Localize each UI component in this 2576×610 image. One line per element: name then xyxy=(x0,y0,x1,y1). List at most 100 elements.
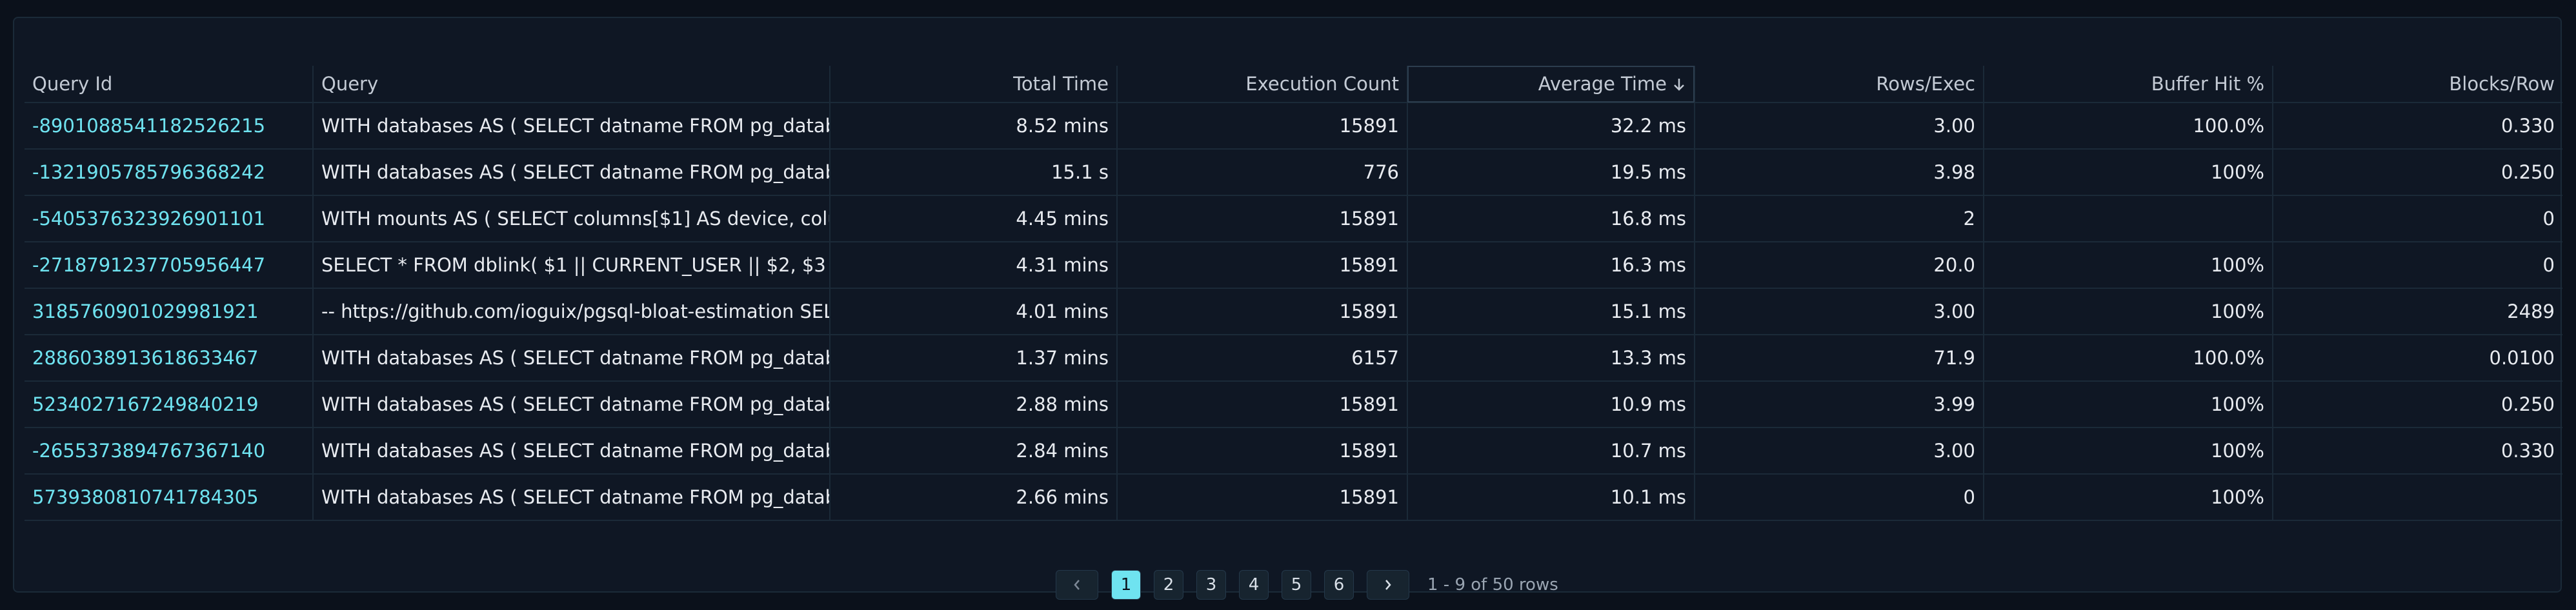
table-cell: 10.1 ms xyxy=(1407,474,1695,521)
table-cell: 32.2 ms xyxy=(1407,103,1695,150)
table-cell: 15891 xyxy=(1117,428,1408,475)
header-text: Query Id xyxy=(32,73,113,95)
table-cell: 2.84 mins xyxy=(830,428,1118,475)
table-cell: 100.0% xyxy=(1984,103,2273,150)
table-row[interactable]: 5234027167249840219 WITH databases AS ( S… xyxy=(25,381,2562,428)
table-cell: 1.37 mins xyxy=(830,335,1118,382)
table-cell[interactable]: -5405376323926901101 xyxy=(25,195,314,242)
table-cell: 15891 xyxy=(1117,381,1408,428)
table-cell: WITH databases AS ( SELECT datname FROM … xyxy=(313,474,830,521)
column-header[interactable]: Buffer Hit % xyxy=(1984,66,2273,103)
page-button[interactable]: 4 xyxy=(1239,570,1269,600)
header-text: Query xyxy=(321,73,379,95)
table-cell[interactable]: 3185760901029981921 xyxy=(25,288,314,335)
table-row[interactable]: -1321905785796368242 WITH databases AS ( … xyxy=(25,149,2562,196)
page-button[interactable]: 5 xyxy=(1282,570,1311,600)
column-header[interactable]: Total Time xyxy=(830,66,1118,103)
table-row[interactable]: -2655373894767367140 WITH databases AS ( … xyxy=(25,428,2562,475)
table-cell: WITH databases AS ( SELECT datname FROM … xyxy=(313,149,830,196)
column-header[interactable]: Average Time xyxy=(1407,66,1695,103)
table-cell: 19.5 ms xyxy=(1407,149,1695,196)
prev-page[interactable] xyxy=(1056,570,1098,600)
table-cell: -- https://github.com/ioguix/pgsql-bloat… xyxy=(313,288,830,335)
table-cell: 2489 xyxy=(2273,288,2562,335)
table-cell: 0.0100 xyxy=(2273,335,2562,382)
table-cell: 100% xyxy=(1984,242,2273,289)
table-cell: 4.31 mins xyxy=(830,242,1118,289)
table-cell: 100% xyxy=(1984,288,2273,335)
table-cell: 2.66 mins xyxy=(830,474,1118,521)
table-cell xyxy=(2273,474,2562,521)
table-cell: SELECT * FROM dblink( $1 || CURRENT_USER… xyxy=(313,242,830,289)
table-cell: 8.52 mins xyxy=(830,103,1118,150)
header-text: Blocks/Row xyxy=(2449,73,2555,95)
table-cell[interactable]: 5739380810741784305 xyxy=(25,474,314,521)
table-cell: 16.8 ms xyxy=(1407,195,1695,242)
table-cell[interactable]: 5234027167249840219 xyxy=(25,381,314,428)
table-body: -8901088541182526215 WITH databases AS ( … xyxy=(25,103,2562,521)
table-cell: 15891 xyxy=(1117,195,1408,242)
table-cell: 71.9 xyxy=(1695,335,1984,382)
table-cell: 2 xyxy=(1695,195,1984,242)
page-button[interactable]: 1 xyxy=(1111,570,1141,600)
table-cell: 0.330 xyxy=(2273,428,2562,475)
header-text: Buffer Hit % xyxy=(2151,73,2264,95)
table-cell: 6157 xyxy=(1117,335,1408,382)
table-cell: 3.00 xyxy=(1695,428,1984,475)
table-row[interactable]: -8901088541182526215 WITH databases AS ( … xyxy=(25,103,2562,150)
table-cell: 20.0 xyxy=(1695,242,1984,289)
sort-icon xyxy=(1674,79,1684,91)
table-cell: WITH databases AS ( SELECT datname FROM … xyxy=(313,335,830,382)
header-row: Query Id Query Total Time Execution Count Av… xyxy=(25,66,2562,103)
table-cell: 3.98 xyxy=(1695,149,1984,196)
table-cell: 776 xyxy=(1117,149,1408,196)
table-cell: 100.0% xyxy=(1984,335,2273,382)
table-cell: 100% xyxy=(1984,474,2273,521)
table-cell: 15891 xyxy=(1117,474,1408,521)
table-row[interactable]: 5739380810741784305 WITH databases AS ( S… xyxy=(25,474,2562,521)
table-cell xyxy=(1984,195,2273,242)
table-cell: WITH databases AS ( SELECT datname FROM … xyxy=(313,381,830,428)
table-cell: 10.9 ms xyxy=(1407,381,1695,428)
header-text: Execution Count xyxy=(1245,73,1399,95)
table-cell: 2.88 mins xyxy=(830,381,1118,428)
column-header[interactable]: Query Id xyxy=(25,66,314,103)
next-page[interactable] xyxy=(1367,570,1409,600)
table-cell: 0 xyxy=(1695,474,1984,521)
table-cell: 0.250 xyxy=(2273,381,2562,428)
table-row[interactable]: -2718791237705956447 SELECT * FROM dblink… xyxy=(25,242,2562,289)
page-button[interactable]: 6 xyxy=(1324,570,1354,600)
table-cell[interactable]: -8901088541182526215 xyxy=(25,103,314,150)
column-header[interactable]: Blocks/Row xyxy=(2273,66,2562,103)
column-header[interactable]: Query xyxy=(313,66,830,103)
table-cell[interactable]: -2718791237705956447 xyxy=(25,242,314,289)
table-row[interactable]: 3185760901029981921 -- https://github.com… xyxy=(25,288,2562,335)
header-text: Total Time xyxy=(1013,73,1109,95)
table-cell: 15.1 ms xyxy=(1407,288,1695,335)
column-header[interactable]: Rows/Exec xyxy=(1695,66,1984,103)
table-cell: 15891 xyxy=(1117,288,1408,335)
table-cell: 15891 xyxy=(1117,103,1408,150)
table-cell[interactable]: -1321905785796368242 xyxy=(25,149,314,196)
table-cell: 0.250 xyxy=(2273,149,2562,196)
table-cell: WITH databases AS ( SELECT datname FROM … xyxy=(313,428,830,475)
table-cell: 0 xyxy=(2273,242,2562,289)
table-cell: WITH mounts AS ( SELECT columns[$1] AS d… xyxy=(313,195,830,242)
table-row[interactable]: -5405376323926901101 WITH mounts AS ( SEL… xyxy=(25,195,2562,242)
page-button[interactable]: 3 xyxy=(1196,570,1226,600)
row-summary: 1 - 9 of 50 rows xyxy=(1427,575,1558,595)
table-cell: 16.3 ms xyxy=(1407,242,1695,289)
table-cell: 15891 xyxy=(1117,242,1408,289)
table-cell: 100% xyxy=(1984,428,2273,475)
table-cell: 100% xyxy=(1984,149,2273,196)
column-header[interactable]: Execution Count xyxy=(1117,66,1408,103)
table-cell[interactable]: -2655373894767367140 xyxy=(25,428,314,475)
table-cell[interactable]: 2886038913618633467 xyxy=(25,335,314,382)
table-cell: 10.7 ms xyxy=(1407,428,1695,475)
panel: Query Id Query Total Time Execution Count Av… xyxy=(13,17,2562,600)
table-cell: 0.330 xyxy=(2273,103,2562,150)
query-table: Query Id Query Total Time Execution Count Av… xyxy=(25,66,2562,521)
table-row[interactable]: 2886038913618633467 WITH databases AS ( S… xyxy=(25,335,2562,382)
page-button[interactable]: 2 xyxy=(1154,570,1183,600)
